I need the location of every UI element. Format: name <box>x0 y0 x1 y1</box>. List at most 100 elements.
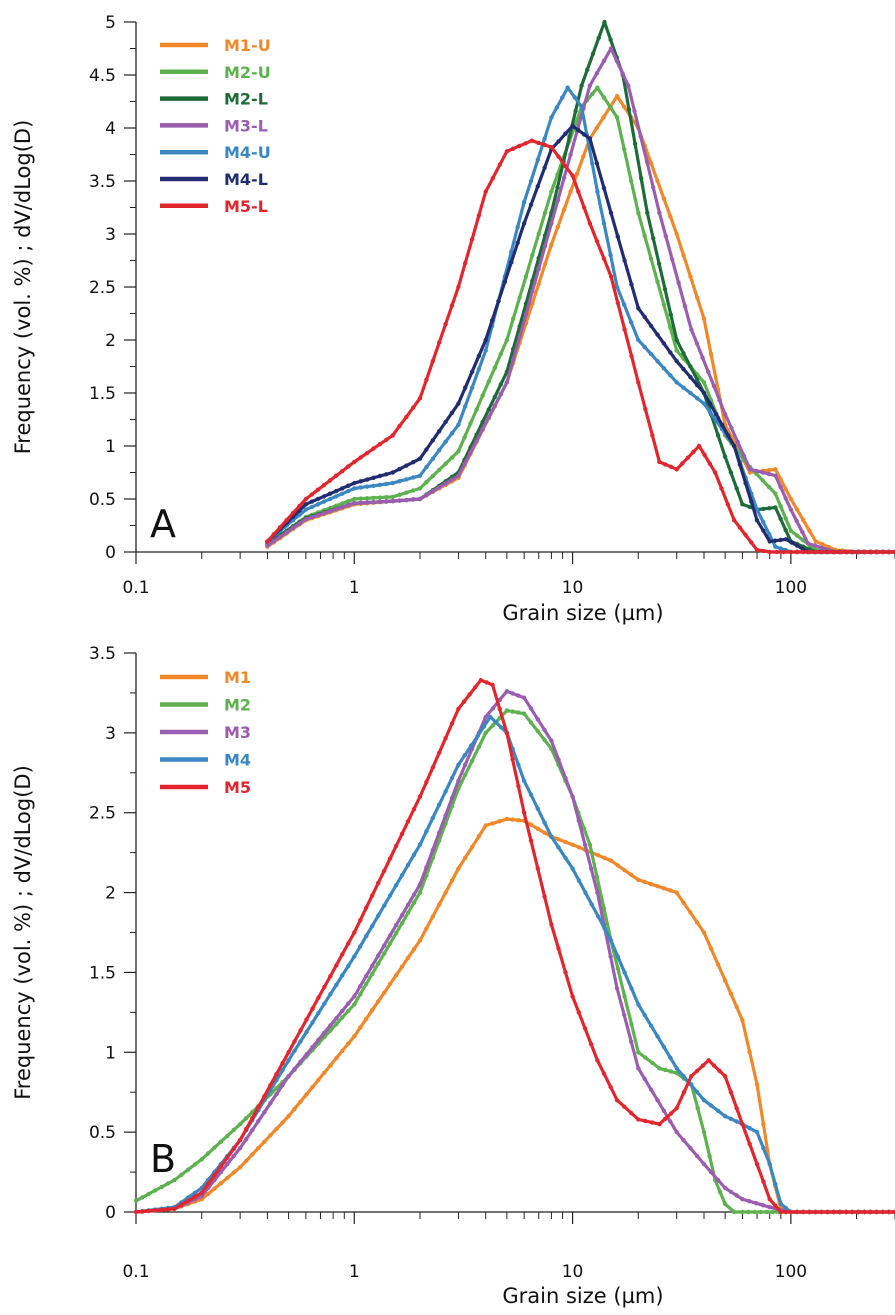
data-point-m5 <box>437 750 442 755</box>
data-point-m4-u <box>303 507 309 512</box>
data-point-m5 <box>761 1179 766 1184</box>
data-point-m5-l <box>594 238 600 244</box>
data-point-m2 <box>764 1209 769 1215</box>
data-point-m2-u <box>555 172 560 177</box>
data-point-m1-u <box>807 528 812 533</box>
data-point-m5 <box>886 1209 892 1215</box>
data-point-m3-l <box>644 159 650 165</box>
data-point-m5-l <box>556 154 561 159</box>
data-point-m2-u <box>778 503 783 509</box>
data-point-m2-u <box>668 325 673 330</box>
data-point-m3-l <box>498 391 503 397</box>
data-point-m4-u <box>456 422 461 427</box>
data-point-m4-u <box>579 104 584 110</box>
data-point-m4 <box>722 1114 728 1119</box>
data-point-m4-u <box>661 366 667 371</box>
data-point-m5 <box>767 1197 772 1202</box>
data-point-m3 <box>542 727 547 733</box>
series-m5-l <box>265 138 895 555</box>
data-point-m3-l <box>265 543 270 548</box>
data-point-m4 <box>661 1044 667 1050</box>
data-point-m3 <box>250 1127 255 1133</box>
data-point-m5-l <box>691 449 696 454</box>
data-point-m4 <box>767 1161 772 1167</box>
data-point-m3-l <box>358 500 363 506</box>
data-point-m4 <box>475 733 480 739</box>
series-line-m2-l <box>265 20 895 554</box>
data-point-m2-l <box>626 107 632 112</box>
data-point-m5-l <box>862 549 867 555</box>
data-point-m5 <box>473 685 478 690</box>
data-point-m3-l <box>663 233 668 239</box>
data-point-m2-l <box>761 506 766 512</box>
data-point-m3 <box>674 1129 679 1135</box>
data-point-m2 <box>172 1177 177 1183</box>
y-tick-label: 1 <box>105 437 116 457</box>
data-point-m5 <box>862 1209 867 1215</box>
data-point-m1 <box>648 881 654 887</box>
data-point-m5 <box>711 1063 717 1068</box>
data-point-m5 <box>747 1141 752 1147</box>
data-point-m2 <box>629 1022 634 1027</box>
data-point-m1 <box>205 1191 211 1197</box>
legend-label: M3 <box>224 723 251 742</box>
data-point-m3 <box>753 1201 759 1206</box>
data-point-m3-l <box>309 515 315 520</box>
data-point-m2 <box>328 1028 333 1033</box>
data-point-m4-l <box>496 298 501 304</box>
data-point-m3-l <box>638 134 643 139</box>
data-point-m2 <box>717 1189 723 1195</box>
data-point-m2-u <box>390 494 395 500</box>
series-line-m3-l <box>265 46 895 554</box>
data-point-m2-l <box>734 486 739 491</box>
data-point-m1 <box>268 1133 273 1138</box>
data-point-m2 <box>417 890 423 895</box>
legend-label: M4-L <box>224 170 268 189</box>
data-point-m2-u <box>642 233 647 238</box>
data-point-m3 <box>449 795 455 801</box>
x-tick-label: 10 <box>562 578 584 598</box>
data-point-m4-l <box>563 131 568 136</box>
data-point-m5 <box>589 1042 594 1047</box>
data-point-m5 <box>456 706 461 712</box>
data-point-m5-l <box>397 423 402 429</box>
data-point-m5-l <box>608 274 614 279</box>
data-point-m1 <box>668 888 673 893</box>
data-point-m5 <box>892 1209 895 1215</box>
data-point-m4-l <box>346 483 351 488</box>
data-point-m4-u <box>377 482 383 488</box>
data-point-m5 <box>262 1094 267 1099</box>
data-point-m1 <box>376 999 381 1004</box>
data-point-m4-u <box>364 484 370 489</box>
data-point-m4-u <box>648 351 654 357</box>
data-point-m3-l <box>384 499 389 504</box>
data-point-m2 <box>668 1069 674 1074</box>
data-point-m2-u <box>517 295 522 300</box>
legend-item-m4: M4 <box>160 751 251 770</box>
data-point-m4-u <box>417 473 423 478</box>
legend-label: M5-L <box>224 197 268 216</box>
data-point-m4-l <box>642 314 647 320</box>
data-point-m5-l <box>674 467 679 472</box>
data-point-m1 <box>443 890 448 895</box>
data-point-m1-u <box>788 496 794 502</box>
data-point-m4 <box>387 893 393 898</box>
data-point-m4-l <box>333 488 339 494</box>
data-point-m3 <box>608 954 613 959</box>
series-line-m4-l <box>265 124 895 554</box>
data-point-m5-l <box>417 396 423 401</box>
data-point-m2 <box>740 1209 745 1215</box>
data-point-m1 <box>449 878 455 883</box>
data-point-m1 <box>636 877 641 882</box>
series-line-m1-u <box>265 94 895 554</box>
data-point-m3-l <box>717 397 722 403</box>
data-point-m4-u <box>463 404 468 409</box>
data-point-m4 <box>636 1002 641 1007</box>
data-point-m4 <box>393 883 399 888</box>
data-point-m1 <box>225 1175 230 1181</box>
data-point-m4-l <box>489 318 495 323</box>
x-tick-label: 0.1 <box>122 578 149 598</box>
data-point-m4-l <box>695 382 700 388</box>
data-point-m5 <box>556 946 561 951</box>
data-point-m4-l <box>594 161 600 166</box>
